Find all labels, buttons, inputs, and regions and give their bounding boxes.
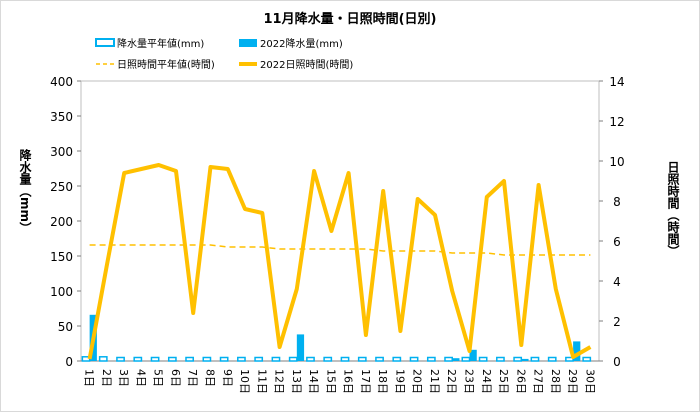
y-left-tick-label: 0: [65, 355, 73, 369]
x-tick-label: 15日: [324, 369, 337, 394]
x-tick-label: 18日: [376, 369, 389, 394]
y-axis-right-label: 日照時間（時間）: [666, 161, 680, 257]
bar-normal-precip: [444, 356, 453, 362]
y-left-tick-label: 150: [50, 250, 73, 264]
y-left-tick-label: 300: [50, 145, 73, 159]
x-tick-label: 16日: [342, 369, 355, 394]
legend-label-2022-sun: 2022日照時間(時間): [260, 59, 353, 71]
legend-swatch-2022-precip: [239, 39, 257, 47]
bar-normal-precip: [392, 356, 402, 362]
line-2022-sunshine: [87, 163, 592, 360]
bar-normal-precip: [133, 356, 143, 362]
x-tick-label: 24日: [480, 369, 493, 394]
x-tick-label: 14日: [307, 369, 320, 394]
bar-normal-precip: [271, 356, 281, 362]
x-tick-label: 26日: [514, 369, 527, 394]
legend-label-normal-precip: 降水量平年値(mm): [117, 37, 204, 50]
bar-2022-precip: [296, 334, 305, 361]
bar-normal-precip: [357, 356, 367, 362]
x-tick-label: 1日: [83, 369, 96, 387]
x-tick-label: 12日: [273, 369, 286, 394]
legend-label-normal-sun: 日照時間平年値(時間): [117, 58, 215, 71]
y-left-tick-label: 200: [50, 215, 73, 229]
x-tick-label: 21日: [428, 369, 441, 394]
x-tick-label: 9日: [221, 369, 234, 387]
x-tick-label: 23日: [463, 369, 476, 394]
y-left-tick-label: 350: [50, 110, 73, 124]
bar-normal-precip: [513, 356, 523, 362]
bar-normal-precip: [547, 356, 557, 362]
x-tick-label: 28日: [549, 369, 562, 394]
x-tick-label: 6日: [169, 369, 182, 387]
bar-normal-precip: [202, 356, 212, 362]
x-tick-label: 13日: [290, 369, 303, 394]
y-right-tick-label: 8: [613, 195, 621, 209]
y-right-tick-label: 0: [613, 355, 621, 369]
x-tick-label: 4日: [134, 369, 147, 387]
bar-normal-precip: [167, 356, 177, 362]
bar-normal-precip: [288, 356, 298, 362]
x-tick-label: 11日: [255, 369, 268, 394]
bar-normal-precip: [150, 356, 160, 362]
x-tick-label: 30日: [583, 369, 596, 394]
bar-normal-precip: [375, 356, 384, 362]
x-tick-label: 19日: [393, 369, 406, 394]
bar-normal-precip: [582, 356, 592, 362]
plot-border: [80, 80, 600, 362]
y-left-tick-label: 400: [50, 75, 73, 89]
bar-2022-precip: [521, 358, 529, 361]
bar-normal-precip: [409, 356, 419, 362]
bar-2022-precip: [452, 358, 460, 361]
legend-label-2022-precip: 2022降水量(mm): [260, 37, 343, 50]
bar-normal-precip: [323, 356, 333, 362]
bar-normal-precip: [98, 356, 108, 362]
bar-normal-precip: [306, 356, 315, 362]
bar-normal-precip: [340, 356, 350, 362]
bar-normal-precip: [530, 356, 540, 362]
legend-swatch-normal-precip: [95, 38, 115, 47]
bar-normal-precip: [116, 356, 125, 362]
chart-title: 11月降水量・日照時間(日別): [264, 11, 437, 27]
y-right-tick-label: 4: [613, 275, 621, 289]
bar-normal-precip: [254, 356, 264, 362]
x-tick-label: 8日: [204, 369, 217, 387]
y-left-tick-label: 250: [50, 180, 73, 194]
x-tick-label: 22日: [445, 369, 458, 394]
bar-normal-precip: [237, 356, 246, 362]
y-right-tick-label: 12: [609, 115, 624, 129]
x-tick-label: 17日: [359, 369, 372, 394]
x-tick-label: 27日: [532, 369, 545, 394]
y-right-tick-label: 2: [613, 315, 621, 329]
bar-normal-precip: [426, 356, 436, 362]
y-axis-left-label: 降水量（mm）: [18, 148, 32, 234]
bar-normal-precip: [219, 356, 229, 362]
x-tick-label: 20日: [411, 369, 424, 394]
y-right-tick-label: 14: [609, 75, 624, 89]
x-tick-label: 5日: [152, 369, 165, 387]
bar-2022-precip: [469, 349, 477, 361]
bar-normal-precip: [461, 356, 471, 362]
x-tick-label: 2日: [100, 369, 113, 387]
x-tick-label: 29日: [566, 369, 579, 394]
bar-normal-precip: [185, 356, 194, 362]
x-tick-label: 25日: [497, 369, 510, 394]
bar-2022-precip: [573, 341, 581, 361]
line-normal-sunshine: [89, 244, 591, 256]
legend: 降水量平年値(mm) 2022降水量(mm) 日照時間平年値(時間) 2022日…: [95, 37, 353, 71]
bar-normal-precip: [478, 356, 488, 362]
x-tick-label: 3日: [117, 369, 130, 387]
x-tick-label: 7日: [186, 369, 199, 387]
x-tick-label: 10日: [238, 369, 251, 394]
bar-normal-precip: [496, 356, 505, 362]
y-left-tick-label: 100: [50, 285, 73, 299]
y-left-tick-label: 50: [58, 320, 73, 334]
y-right-tick-label: 10: [609, 155, 624, 169]
y-right-tick-label: 6: [613, 235, 621, 249]
